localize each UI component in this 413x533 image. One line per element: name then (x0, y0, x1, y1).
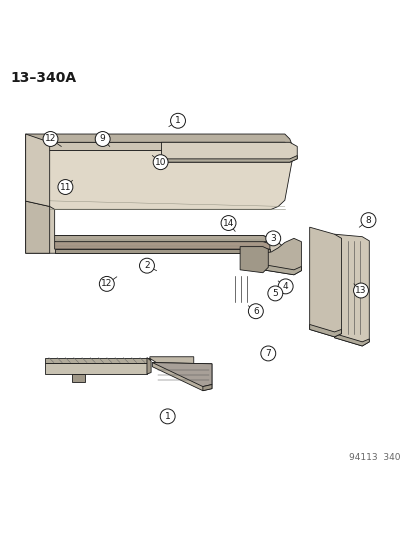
Circle shape (95, 132, 110, 147)
Polygon shape (72, 374, 85, 382)
Circle shape (58, 180, 73, 195)
Text: 4: 4 (282, 282, 288, 291)
Circle shape (160, 409, 175, 424)
Polygon shape (26, 201, 50, 253)
Text: 13–340A: 13–340A (10, 71, 76, 85)
Polygon shape (26, 151, 291, 209)
Polygon shape (202, 384, 211, 391)
Polygon shape (152, 362, 211, 386)
Circle shape (360, 213, 375, 228)
Text: 12: 12 (45, 134, 56, 143)
Circle shape (248, 304, 263, 319)
Polygon shape (55, 236, 269, 241)
Circle shape (43, 132, 58, 147)
Polygon shape (152, 362, 211, 391)
Polygon shape (150, 357, 193, 382)
Polygon shape (161, 156, 297, 162)
Circle shape (260, 346, 275, 361)
Polygon shape (26, 134, 50, 206)
Circle shape (99, 277, 114, 292)
Text: 94113  340: 94113 340 (349, 453, 400, 462)
Circle shape (139, 258, 154, 273)
Text: 1: 1 (164, 412, 170, 421)
Polygon shape (334, 234, 368, 346)
Circle shape (221, 215, 235, 230)
Circle shape (278, 279, 292, 294)
Polygon shape (26, 142, 291, 162)
Circle shape (265, 231, 280, 246)
Text: 9: 9 (100, 134, 105, 143)
Text: 8: 8 (365, 216, 370, 224)
Text: 3: 3 (270, 234, 275, 243)
Polygon shape (26, 134, 291, 155)
Text: 1: 1 (175, 116, 180, 125)
Circle shape (353, 283, 368, 298)
Polygon shape (161, 142, 297, 162)
Text: 6: 6 (252, 306, 258, 316)
Polygon shape (262, 264, 301, 275)
Polygon shape (45, 362, 147, 374)
Text: 7: 7 (265, 349, 271, 358)
Polygon shape (55, 241, 269, 249)
Circle shape (170, 114, 185, 128)
Polygon shape (26, 201, 284, 253)
Text: 10: 10 (154, 158, 166, 167)
Polygon shape (55, 249, 269, 253)
Polygon shape (240, 247, 268, 273)
Text: 5: 5 (272, 289, 278, 298)
Polygon shape (309, 227, 341, 337)
Text: 2: 2 (144, 261, 150, 270)
Polygon shape (309, 325, 341, 337)
Text: 12: 12 (101, 279, 112, 288)
Text: 14: 14 (222, 219, 234, 228)
Polygon shape (147, 358, 151, 374)
Text: 13: 13 (354, 286, 366, 295)
Polygon shape (45, 358, 150, 362)
Text: 11: 11 (59, 182, 71, 191)
Polygon shape (334, 334, 368, 346)
Circle shape (153, 155, 168, 169)
Circle shape (267, 286, 282, 301)
Polygon shape (262, 238, 301, 275)
